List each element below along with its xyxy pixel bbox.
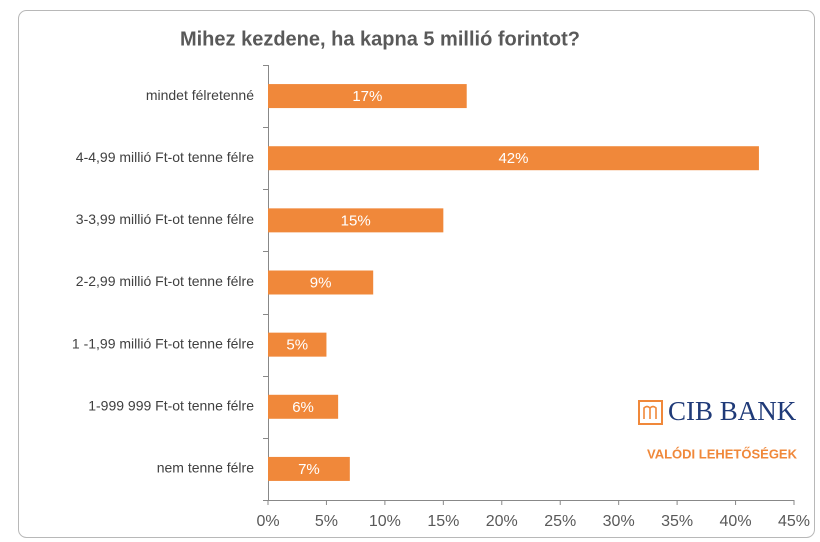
bar	[268, 270, 374, 295]
logo-icon-mark	[643, 405, 657, 419]
bar	[268, 84, 467, 109]
x-tick-label: 25%	[544, 513, 576, 530]
logo-name: CIB BANK	[668, 396, 797, 426]
y-tick-label: 1-999 999 Ft-ot tenne félre	[88, 397, 254, 413]
x-tick-label: 15%	[427, 513, 459, 530]
chart-frame	[18, 10, 815, 538]
x-tick-label: 20%	[486, 513, 518, 530]
chart-title: Mihez kezdene, ha kapna 5 millió forinto…	[180, 28, 580, 50]
x-tick-label: 30%	[603, 513, 635, 530]
bar	[268, 146, 759, 171]
bar	[268, 394, 339, 419]
value-label: 42%	[498, 150, 528, 167]
y-tick-label: 3-3,99 millió Ft-ot tenne félre	[76, 211, 254, 227]
x-tick-label: 0%	[256, 513, 279, 530]
y-tick-label: 1 -1,99 millió Ft-ot tenne félre	[72, 335, 254, 351]
value-label: 6%	[292, 399, 314, 416]
value-label: 5%	[286, 337, 308, 354]
y-tick-label: 2-2,99 millió Ft-ot tenne félre	[76, 273, 254, 289]
x-tick-label: 40%	[720, 513, 752, 530]
y-tick-label: 4-4,99 millió Ft-ot tenne félre	[76, 149, 254, 165]
bar	[268, 332, 327, 357]
x-tick-label: 45%	[778, 513, 810, 530]
logo-slogan: VALÓDI LEHETŐSÉGEK	[647, 446, 798, 461]
y-tick-label: nem tenne félre	[157, 460, 254, 476]
bar	[268, 208, 444, 233]
x-tick-label: 5%	[315, 513, 338, 530]
value-label: 9%	[310, 274, 332, 291]
x-tick-label: 10%	[369, 513, 401, 530]
value-label: 15%	[341, 212, 371, 229]
value-label: 17%	[352, 88, 382, 105]
x-tick-label: 35%	[661, 513, 693, 530]
value-label: 7%	[298, 461, 320, 478]
y-tick-label: mindet félretenné	[146, 87, 254, 103]
bar	[268, 456, 350, 481]
logo-icon	[638, 400, 663, 425]
logo: CIB BANK VALÓDI LEHETŐSÉGEK	[638, 396, 798, 461]
